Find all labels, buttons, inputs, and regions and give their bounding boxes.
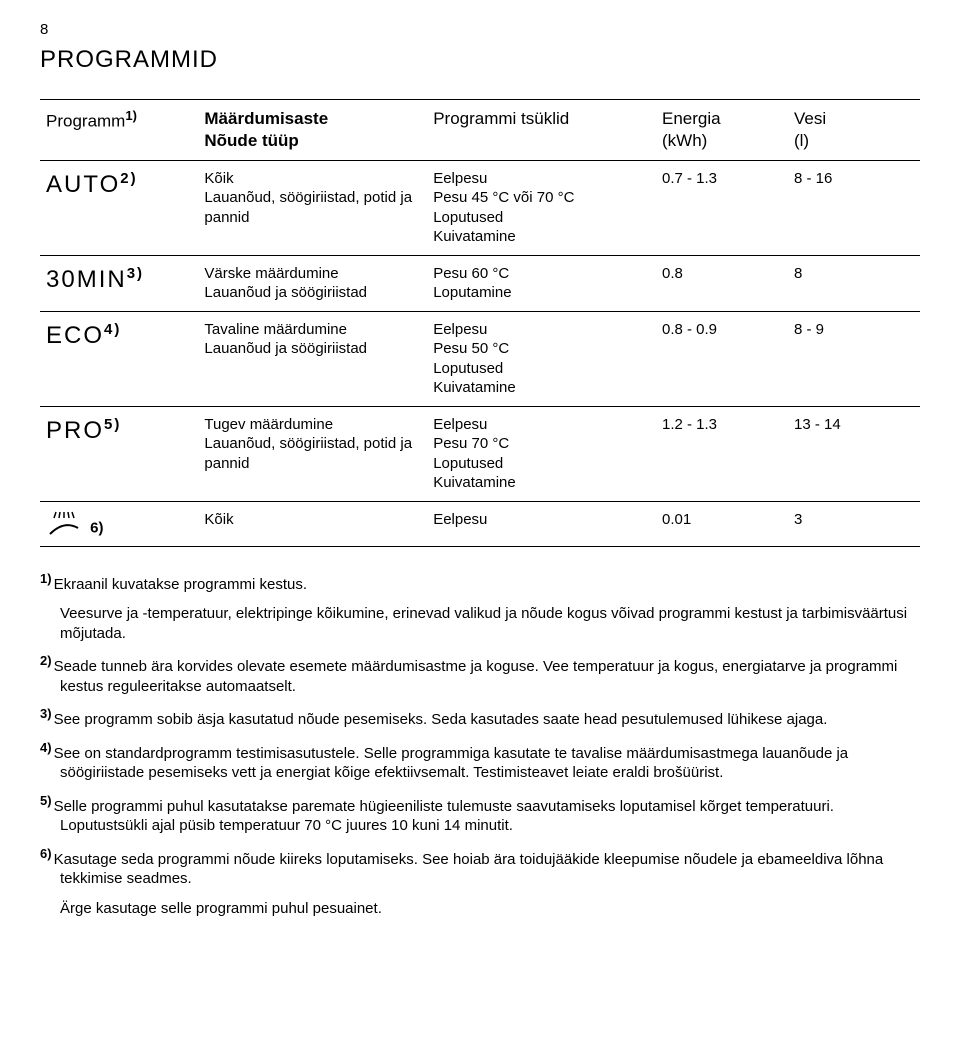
cycles-cell: Pesu 60 °C Loputamine [427,255,656,311]
program-name: 30MIN3) [40,255,198,311]
water-cell: 8 - 9 [788,311,920,406]
water-cell: 3 [788,501,920,546]
table-row: 30MIN3) Värske määrdumine Lauanõud ja sö… [40,255,920,311]
cycles-cell: Eelpesu Pesu 45 °C või 70 °C Loputused K… [427,160,656,255]
footnote-sub: Ärge kasutage selle programmi puhul pesu… [40,899,920,919]
energy-cell: 1.2 - 1.3 [656,406,788,501]
cycles-cell: Eelpesu Pesu 50 °C Loputused Kuivatamine [427,311,656,406]
footnote: 6)Kasutage seda programmi nõude kiireks … [40,846,920,889]
footnote: 4)See on standardprogramm testimisasutus… [40,740,920,783]
table-row: 6) Kõik Eelpesu 0.01 3 [40,501,920,546]
cycles-cell: Eelpesu Pesu 70 °C Loputused Kuivatamine [427,406,656,501]
footnote: 3)See programm sobib äsja kasutatud nõud… [40,706,920,730]
page-title: PROGRAMMID [40,44,920,75]
col-dirt: Määrdumisaste Nõude tüüp [198,99,427,160]
program-name: AUTO2) [40,160,198,255]
program-name: 6) [40,501,198,546]
dirt-cell: Värske määrdumine Lauanõud ja söögiriist… [198,255,427,311]
water-cell: 8 - 16 [788,160,920,255]
col-energy: Energia (kWh) [656,99,788,160]
table-header-row: Programm1) Määrdumisaste Nõude tüüp Prog… [40,99,920,160]
dirt-cell: Tugev määrdumine Lauanõud, söögiriistad,… [198,406,427,501]
energy-cell: 0.8 [656,255,788,311]
energy-cell: 0.8 - 0.9 [656,311,788,406]
water-cell: 8 [788,255,920,311]
dirt-cell: Kõik Lauanõud, söögiriistad, potid ja pa… [198,160,427,255]
energy-cell: 0.01 [656,501,788,546]
footnote: 5)Selle programmi puhul kasutatakse pare… [40,793,920,836]
dirt-cell: Tavaline määrdumine Lauanõud ja söögirii… [198,311,427,406]
program-name: ECO4) [40,311,198,406]
page-number: 8 [40,20,920,40]
col-water: Vesi (l) [788,99,920,160]
footnotes: 1)Ekraanil kuvatakse programmi kestus. V… [40,571,920,919]
col-program: Programm1) [40,99,198,160]
program-name: PRO5) [40,406,198,501]
col-cycles: Programmi tsüklid [427,99,656,160]
energy-cell: 0.7 - 1.3 [656,160,788,255]
footnote: 2)Seade tunneb ära korvides olevate esem… [40,653,920,696]
table-row: AUTO2) Kõik Lauanõud, söögiriistad, poti… [40,160,920,255]
footnote: 1)Ekraanil kuvatakse programmi kestus. [40,571,920,595]
cycles-cell: Eelpesu [427,501,656,546]
table-row: ECO4) Tavaline määrdumine Lauanõud ja sö… [40,311,920,406]
spray-icon [46,510,86,538]
footnote-sub: Veesurve ja -temperatuur, elektripinge k… [40,604,920,643]
dirt-cell: Kõik [198,501,427,546]
water-cell: 13 - 14 [788,406,920,501]
program-table: Programm1) Määrdumisaste Nõude tüüp Prog… [40,99,920,547]
table-row: PRO5) Tugev määrdumine Lauanõud, söögiri… [40,406,920,501]
